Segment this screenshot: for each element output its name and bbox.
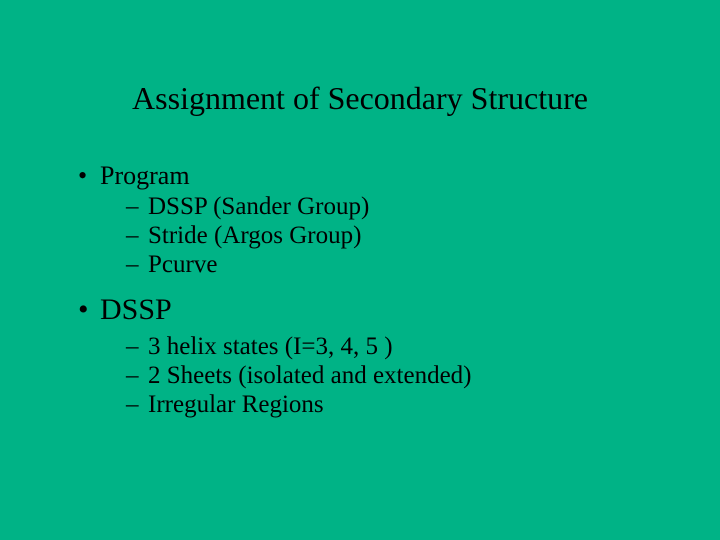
list-subitem-label: 3 helix states (I=3, 4, 5 ) (148, 333, 393, 361)
list-item-label: DSSP (100, 293, 172, 327)
dash-icon: – (126, 333, 148, 361)
dash-icon: – (126, 362, 148, 390)
slide-body: • Program – DSSP (Sander Group) – Stride… (70, 161, 650, 419)
bullet-icon: • (78, 161, 100, 191)
list-subitem: – Pcurve (78, 251, 650, 279)
list-subitem-label: Stride (Argos Group) (148, 222, 361, 250)
dash-icon: – (126, 251, 148, 279)
dash-icon: – (126, 391, 148, 419)
list-subitem-label: Pcurve (148, 251, 217, 279)
list-item: • DSSP (78, 293, 650, 327)
dash-icon: – (126, 222, 148, 250)
list-subitem: – 2 Sheets (isolated and extended) (78, 362, 650, 390)
bullet-icon: • (78, 293, 100, 327)
list-item: • Program (78, 161, 650, 191)
list-subitem-label: 2 Sheets (isolated and extended) (148, 362, 472, 390)
list-subitem-label: Irregular Regions (148, 391, 324, 419)
slide-title: Assignment of Secondary Structure (70, 80, 650, 117)
list-subitem: – 3 helix states (I=3, 4, 5 ) (78, 333, 650, 361)
list-subitem: – Irregular Regions (78, 391, 650, 419)
list-subitem: – Stride (Argos Group) (78, 222, 650, 250)
list-subitem-label: DSSP (Sander Group) (148, 193, 369, 221)
list-item-label: Program (100, 161, 190, 191)
dash-icon: – (126, 193, 148, 221)
slide: Assignment of Secondary Structure • Prog… (0, 0, 720, 540)
list-subitem: – DSSP (Sander Group) (78, 193, 650, 221)
